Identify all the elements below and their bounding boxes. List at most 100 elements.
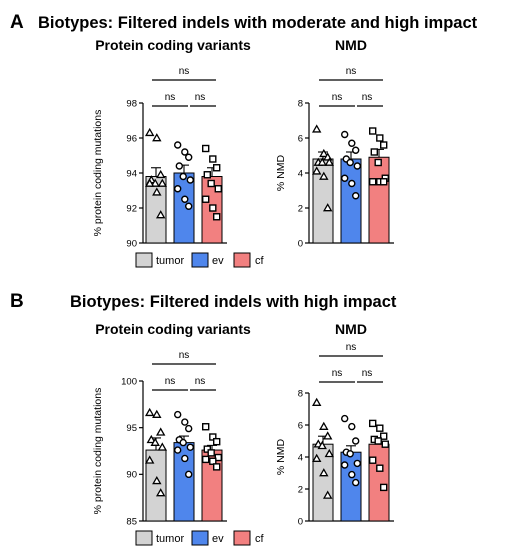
legend-swatch-cf (233, 252, 251, 268)
y-tick-label: 8 (298, 388, 303, 399)
point-ev (181, 418, 189, 426)
point-tumor (146, 434, 157, 444)
point-tumor (317, 157, 327, 166)
bar-cf (368, 443, 390, 522)
legend-label-ev: ev (212, 533, 224, 545)
point-ev (173, 185, 182, 193)
point-tumor (157, 178, 168, 187)
point-cf (212, 463, 221, 471)
point-tumor (324, 448, 335, 458)
point-ev (348, 179, 356, 188)
legend-label-tumor: tumor (156, 533, 184, 545)
significance-label: ns (195, 92, 206, 103)
y-tick-label: 2 (298, 203, 303, 214)
legend-swatch-ev (191, 530, 209, 546)
point-tumor (144, 127, 155, 137)
point-ev (184, 470, 193, 479)
y-tick-label: 100 (121, 376, 137, 387)
point-tumor (144, 178, 155, 187)
point-ev (179, 172, 187, 181)
point-cf (207, 179, 215, 188)
point-cf (380, 178, 388, 186)
chart-title: NMD (335, 37, 367, 53)
significance-label: ns (346, 342, 357, 353)
panel-b-title: Biotypes: Filtered indels with high impa… (70, 293, 397, 311)
significance-label: ns (362, 368, 373, 379)
legend-swatch-ev (191, 252, 209, 268)
point-cf (203, 445, 212, 453)
point-tumor (322, 203, 333, 212)
point-tumor (322, 490, 333, 499)
point-ev (346, 450, 354, 458)
chart-title: NMD (335, 321, 367, 337)
point-cf (369, 456, 377, 464)
y-axis-title: % NMD (275, 439, 287, 476)
point-tumor (319, 148, 329, 158)
point-tumor (319, 468, 329, 477)
y-tick-label: 94 (126, 168, 137, 179)
point-tumor (152, 187, 162, 196)
legend-swatch-tumor (135, 252, 153, 268)
point-cf (209, 155, 217, 163)
point-ev (341, 461, 349, 469)
point-cf (201, 195, 210, 203)
point-cf (214, 453, 223, 462)
point-cf (212, 213, 221, 221)
point-tumor (152, 133, 162, 142)
point-ev (352, 437, 360, 445)
point-tumor (155, 488, 166, 497)
point-ev (353, 162, 361, 170)
point-ev (184, 153, 193, 161)
point-tumor (157, 442, 168, 451)
point-tumor (311, 453, 322, 462)
point-tumor (317, 440, 327, 450)
y-tick-label: 8 (298, 98, 303, 109)
panel-a-title: Biotypes: Filtered indels with moderate … (38, 14, 478, 32)
point-tumor (152, 475, 162, 485)
point-ev (348, 422, 356, 431)
point-tumor (144, 455, 155, 464)
significance-label: ns (179, 350, 190, 361)
point-cf (380, 483, 388, 492)
point-ev (341, 174, 349, 182)
point-ev (181, 195, 189, 203)
point-cf (376, 464, 384, 472)
point-ev (175, 162, 184, 170)
point-cf (380, 141, 388, 149)
y-tick-label: 0 (298, 238, 303, 249)
point-cf (381, 440, 389, 448)
point-cf (201, 423, 210, 431)
point-ev (348, 139, 356, 147)
point-ev (341, 414, 349, 423)
legend-swatch-tumor (135, 530, 153, 546)
legend-label-cf: cf (255, 533, 265, 545)
y-tick-label: 90 (126, 470, 137, 481)
point-tumor (150, 437, 160, 446)
panel-b-letter: B (10, 291, 24, 312)
y-tick-label: 6 (298, 420, 303, 431)
point-cf (380, 432, 388, 440)
point-cf (369, 419, 377, 428)
legend-b: tumor ev cf (135, 530, 265, 546)
significance-label: ns (195, 376, 206, 387)
point-cf (214, 185, 223, 193)
y-tick-label: 95 (126, 423, 137, 434)
point-tumor (155, 169, 166, 179)
point-tumor (311, 124, 322, 133)
point-cf (201, 144, 210, 153)
point-cf (369, 127, 377, 135)
point-cf (203, 171, 212, 179)
y-tick-label: 96 (126, 133, 137, 144)
point-tumor (311, 397, 322, 406)
y-tick-label: 6 (298, 133, 303, 144)
panel-a-header: A Biotypes: Filtered indels with moderat… (10, 12, 478, 33)
point-tumor (155, 210, 166, 219)
point-ev (352, 192, 360, 200)
chart-title: Protein coding variants (95, 37, 251, 53)
y-tick-label: 90 (126, 238, 137, 249)
y-tick-label: 85 (126, 516, 137, 527)
significance-label: ns (332, 368, 343, 379)
point-tumor (144, 407, 155, 417)
point-ev (348, 470, 356, 479)
